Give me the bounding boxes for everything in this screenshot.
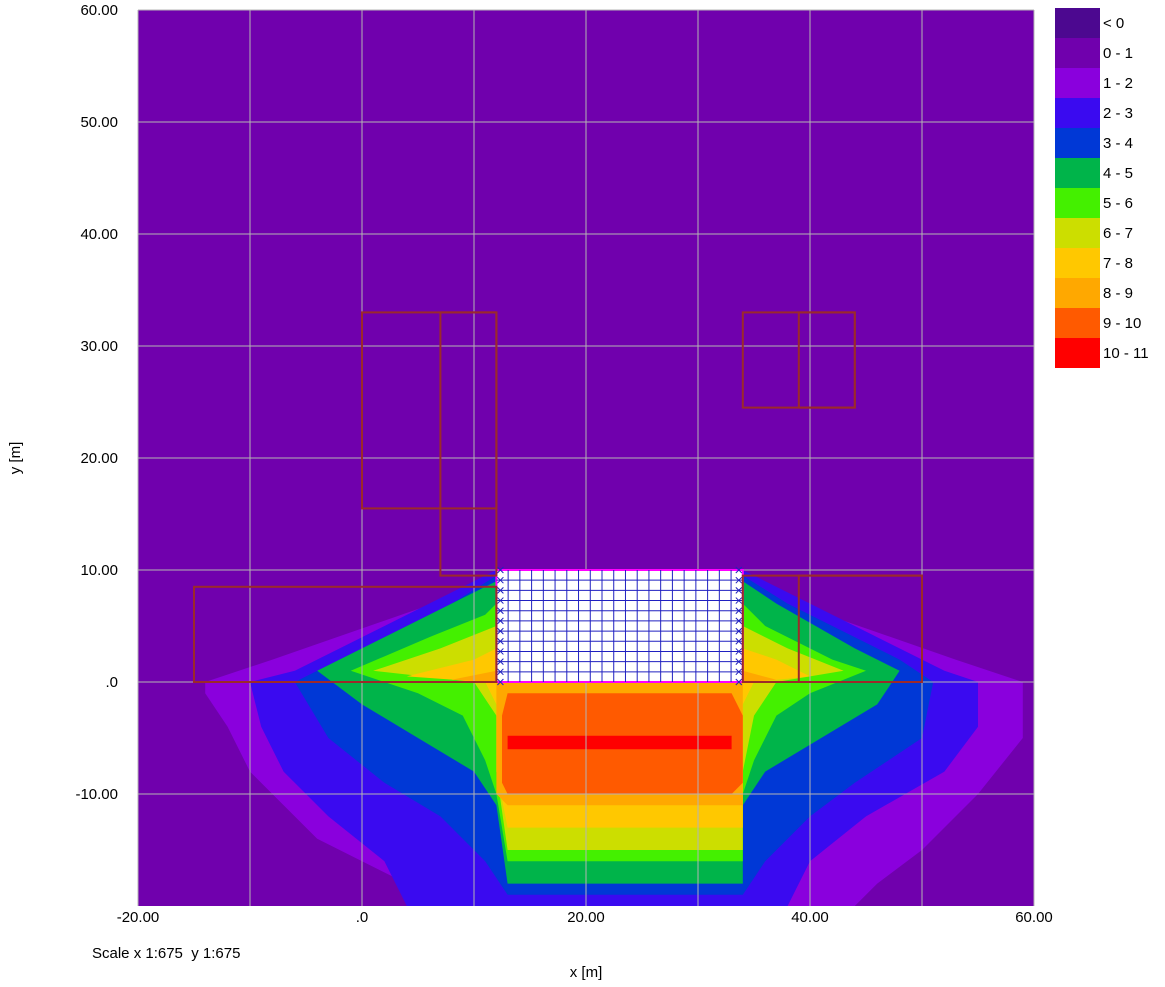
legend-swatch [1055, 98, 1100, 128]
x-tick-label: .0 [356, 909, 369, 926]
y-tick-label: -10.00 [75, 786, 118, 803]
structure-outline-4 [797, 311, 856, 409]
legend-label: 6 - 7 [1103, 225, 1133, 242]
mesh-node-marker [735, 566, 743, 574]
legend-label: 7 - 8 [1103, 255, 1133, 272]
mesh-node-marker [497, 576, 504, 584]
legend-swatch [1055, 338, 1100, 368]
legend-swatch [1055, 38, 1100, 68]
legend: < 0 0 - 1 1 - 2 2 - 3 3 - 4 4 - 5 5 - 6 6 - 7 7 … [1055, 8, 1149, 368]
mesh-node-marker [497, 617, 504, 625]
y-tick-label: .0 [105, 674, 118, 691]
mesh-node-marker [735, 587, 743, 594]
mesh-node-marker [497, 627, 504, 635]
legend-label: 8 - 9 [1103, 285, 1133, 302]
legend-swatch [1055, 128, 1100, 158]
x-tick-label: 40.00 [791, 909, 829, 926]
legend-swatch [1055, 308, 1100, 338]
y-tick-label: 40.00 [80, 226, 118, 243]
mesh-node-marker [497, 566, 504, 574]
mesh-node-marker [497, 668, 504, 676]
y-tick-labels: -10.00 .0 10.00 20.00 30.00 40.00 50.00 60.00 [75, 2, 118, 803]
excavation-area [495, 569, 744, 683]
mesh-node-marker [735, 627, 743, 635]
mesh-node-marker [735, 617, 743, 625]
structure-outline-6 [797, 574, 923, 683]
structure-outline-1 [439, 311, 498, 577]
legend-swatch [1055, 68, 1100, 98]
y-tick-label: 20.00 [80, 450, 118, 467]
mesh-node-marker [497, 637, 504, 645]
x-tick-label: -20.00 [117, 909, 160, 926]
legend-swatch [1055, 278, 1100, 308]
x-tick-label: 60.00 [1015, 909, 1053, 926]
mesh-node-marker [735, 597, 743, 604]
x-axis-title: x [m] [570, 964, 603, 981]
x-tick-label: 20.00 [567, 909, 605, 926]
legend-label: 9 - 10 [1103, 315, 1141, 332]
mesh-node-marker [735, 668, 743, 676]
legend-label: < 0 [1103, 15, 1124, 32]
legend-label: 1 - 2 [1103, 75, 1133, 92]
mesh-node-marker [497, 587, 504, 594]
x-tick-labels: -20.00 .0 20.00 40.00 60.00 [117, 909, 1053, 926]
mesh-node-marker [497, 658, 504, 665]
mesh-node-marker [735, 607, 743, 615]
y-tick-label: 60.00 [80, 2, 118, 19]
mesh-node-marker [497, 597, 504, 604]
legend-swatch [1055, 8, 1100, 38]
mesh-node-marker [735, 576, 743, 584]
legend-label: 0 - 1 [1103, 45, 1133, 62]
mesh-node-marker [497, 678, 504, 686]
legend-swatch [1055, 218, 1100, 248]
contour-band-9 [507, 735, 732, 750]
structure-outline-2 [193, 585, 498, 683]
mesh-node-marker [735, 648, 743, 655]
mesh-node-marker [497, 648, 504, 655]
legend-label: 2 - 3 [1103, 105, 1133, 122]
legend-label: 4 - 5 [1103, 165, 1133, 182]
mesh-node-marker [497, 607, 504, 615]
mesh-node-marker [735, 678, 743, 686]
y-axis-title: y [m] [7, 442, 24, 475]
excavation-mesh [495, 566, 744, 686]
y-tick-label: 30.00 [80, 338, 118, 355]
legend-label: 3 - 4 [1103, 135, 1133, 152]
legend-label: 10 - 11 [1103, 345, 1149, 362]
y-tick-label: 10.00 [80, 562, 118, 579]
y-tick-label: 50.00 [80, 114, 118, 131]
scale-label: Scale x 1:675 y 1:675 [92, 945, 241, 962]
mesh-node-marker [735, 658, 743, 665]
legend-swatch [1055, 248, 1100, 278]
legend-label: 5 - 6 [1103, 195, 1133, 212]
structure-outlines [193, 311, 923, 683]
legend-swatch [1055, 188, 1100, 218]
mesh-node-marker [735, 637, 743, 645]
legend-swatch [1055, 158, 1100, 188]
